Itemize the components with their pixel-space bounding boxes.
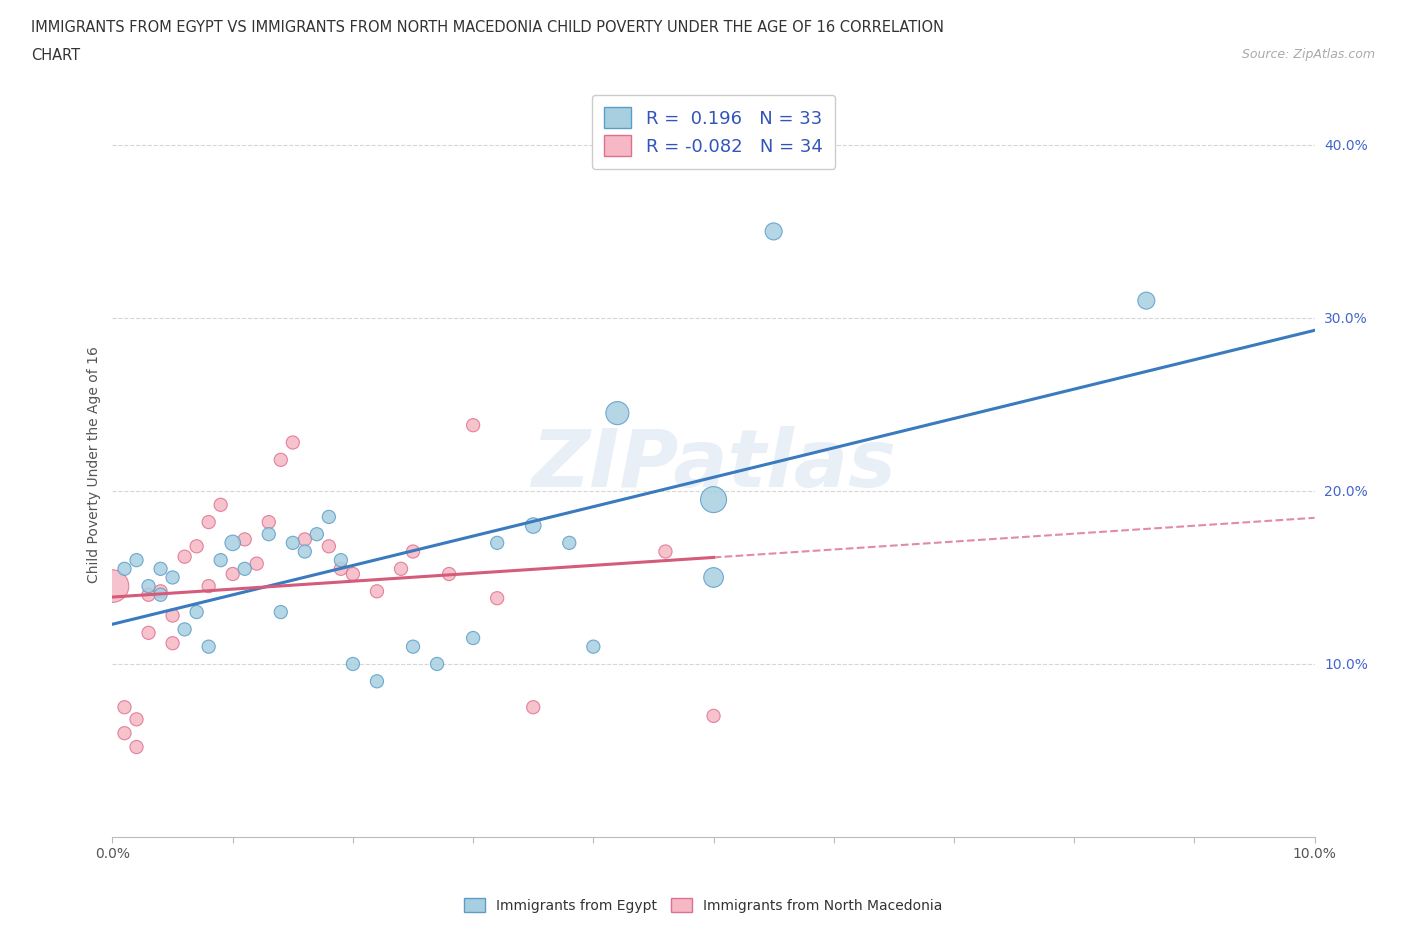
Point <box>138 578 160 593</box>
Point <box>186 604 208 619</box>
Point <box>1135 293 1157 308</box>
Point <box>125 739 148 754</box>
Point <box>426 657 449 671</box>
Point <box>582 639 605 654</box>
Point <box>366 674 388 689</box>
Point <box>138 588 160 603</box>
Point <box>149 584 172 599</box>
Point <box>294 532 316 547</box>
Point <box>197 514 219 529</box>
Point <box>305 526 328 541</box>
Point <box>522 699 544 714</box>
Point <box>342 566 364 581</box>
Point <box>558 536 581 551</box>
Point <box>162 570 184 585</box>
Point <box>138 625 160 640</box>
Point <box>486 591 509 605</box>
Point <box>125 711 148 726</box>
Point <box>233 532 256 547</box>
Point <box>342 657 364 671</box>
Point <box>209 552 232 567</box>
Text: ZIPatlas: ZIPatlas <box>531 426 896 504</box>
Point <box>486 536 509 551</box>
Point <box>702 709 725 724</box>
Point <box>762 224 785 239</box>
Point <box>461 418 484 432</box>
Point <box>654 544 676 559</box>
Point <box>233 562 256 577</box>
Point <box>114 562 136 577</box>
Point <box>197 578 219 593</box>
Point <box>402 544 425 559</box>
Point <box>222 566 245 581</box>
Point <box>186 538 208 553</box>
Point <box>329 552 352 567</box>
Point <box>162 636 184 651</box>
Point <box>114 699 136 714</box>
Text: Source: ZipAtlas.com: Source: ZipAtlas.com <box>1241 48 1375 61</box>
Text: CHART: CHART <box>31 48 80 63</box>
Point <box>162 608 184 623</box>
Point <box>149 562 172 577</box>
Point <box>270 604 292 619</box>
Point <box>246 556 269 571</box>
Point <box>461 631 484 645</box>
Point <box>281 435 304 450</box>
Legend: Immigrants from Egypt, Immigrants from North Macedonia: Immigrants from Egypt, Immigrants from N… <box>458 893 948 919</box>
Point <box>318 538 340 553</box>
Point <box>222 536 245 551</box>
Point <box>149 588 172 603</box>
Point <box>101 578 124 593</box>
Point <box>173 622 195 637</box>
Point <box>125 552 148 567</box>
Point <box>281 536 304 551</box>
Point <box>318 510 340 525</box>
Point <box>197 639 219 654</box>
Text: IMMIGRANTS FROM EGYPT VS IMMIGRANTS FROM NORTH MACEDONIA CHILD POVERTY UNDER THE: IMMIGRANTS FROM EGYPT VS IMMIGRANTS FROM… <box>31 20 943 35</box>
Point <box>173 550 195 565</box>
Point <box>522 518 544 533</box>
Point <box>209 498 232 512</box>
Point <box>402 639 425 654</box>
Point <box>270 452 292 467</box>
Point <box>702 570 725 585</box>
Point <box>257 526 280 541</box>
Point <box>366 584 388 599</box>
Point <box>257 514 280 529</box>
Point <box>294 544 316 559</box>
Y-axis label: Child Poverty Under the Age of 16: Child Poverty Under the Age of 16 <box>87 347 101 583</box>
Legend: R =  0.196   N = 33, R = -0.082   N = 34: R = 0.196 N = 33, R = -0.082 N = 34 <box>592 95 835 169</box>
Point <box>329 562 352 577</box>
Point <box>437 566 460 581</box>
Point <box>114 725 136 740</box>
Point <box>702 492 725 507</box>
Point <box>389 562 412 577</box>
Point <box>606 405 628 420</box>
